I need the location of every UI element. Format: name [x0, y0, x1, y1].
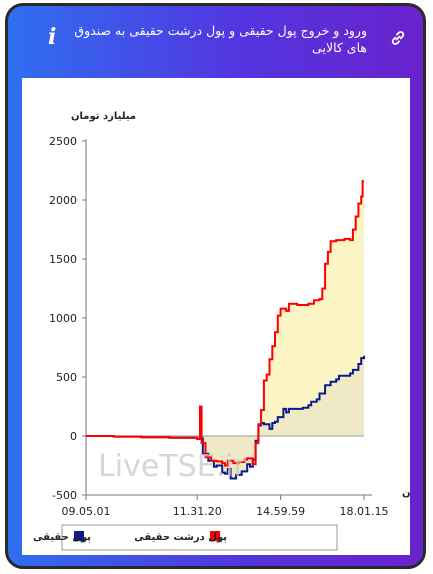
- area-chart: -500 0 500 1000 1500 2000 2500 09.05.01 11.31.20…: [33, 111, 423, 551]
- x-tick-label: 11.31.20: [173, 505, 222, 518]
- y-tick-label: 0: [70, 430, 77, 443]
- legend-label-big-money: پول درشت حقیقی: [134, 532, 227, 543]
- chart-panel: -500 0 500 1000 1500 2000 2500 09.05.01 11.31.20…: [22, 78, 423, 555]
- link-icon[interactable]: [389, 29, 407, 47]
- y-tick-label: 2500: [49, 135, 77, 148]
- area-fill-big-money: [86, 181, 364, 466]
- legend-label-real-money: پول حقیقی: [33, 532, 91, 543]
- y-tick-label: 1500: [49, 253, 77, 266]
- chart-card: i ورود و خروج پول حقیقی و پول درشت حقیقی…: [5, 3, 426, 569]
- y-tick-label: 2000: [49, 194, 77, 207]
- legend-swatch-real-money: [74, 531, 84, 541]
- y-tick-label: -500: [52, 489, 77, 502]
- y-tick-label: 500: [56, 371, 77, 384]
- legend-swatch-big-money: [210, 531, 220, 541]
- x-tick-label: 18.01.15: [340, 505, 389, 518]
- x-tick-label: 09.05.01: [62, 505, 111, 518]
- card-header: i ورود و خروج پول حقیقی و پول درشت حقیقی…: [8, 6, 423, 78]
- series-line-big-money: [86, 180, 364, 467]
- x-axis-label: زمان: [402, 488, 410, 499]
- x-tick-label: 14.59.59: [256, 505, 305, 518]
- chart-title: ورود و خروج پول حقیقی و پول درشت حقیقی ب…: [74, 23, 367, 55]
- area-fill-real-money: [86, 355, 364, 479]
- y-tick-label: 1000: [49, 312, 77, 325]
- y-axis-label: میلیارد تومان: [71, 111, 136, 122]
- info-icon[interactable]: i: [48, 24, 57, 50]
- watermark: LiveTSE.ir: [98, 449, 246, 484]
- legend: پول درشت حقیقی پول حقیقی: [33, 524, 338, 551]
